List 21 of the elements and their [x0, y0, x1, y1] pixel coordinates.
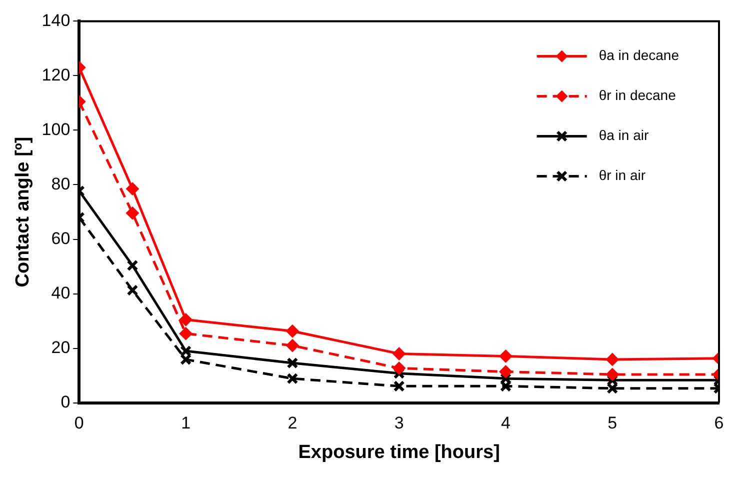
- y-axis-title: Contact angle [º]: [12, 136, 34, 288]
- x-tick-label: 4: [500, 414, 510, 433]
- y-tick-label: 140: [42, 10, 70, 30]
- y-tick-label: 120: [42, 65, 70, 84]
- x-tick-label: 2: [288, 414, 298, 433]
- y-tick-label: 0: [60, 392, 70, 412]
- x-axis-title: Exposure time [hours]: [298, 442, 500, 463]
- x-tick-label: 5: [608, 414, 618, 433]
- y-tick-label: 60: [51, 228, 70, 248]
- y-tick-label: 40: [51, 283, 70, 302]
- y-tick-label: 20: [51, 338, 70, 357]
- x-tick-label: 1: [181, 414, 191, 433]
- legend-label: θa in decane: [598, 47, 680, 64]
- x-tick-label: 0: [74, 414, 84, 433]
- y-tick-label: 80: [51, 174, 70, 194]
- legend-label: θa in air: [598, 127, 649, 144]
- x-tick-label: 6: [714, 414, 724, 433]
- x-tick-label: 3: [394, 414, 404, 433]
- legend-label: θr in air: [598, 167, 646, 184]
- y-tick-label: 100: [42, 120, 70, 139]
- legend-label: θr in decane: [598, 87, 676, 104]
